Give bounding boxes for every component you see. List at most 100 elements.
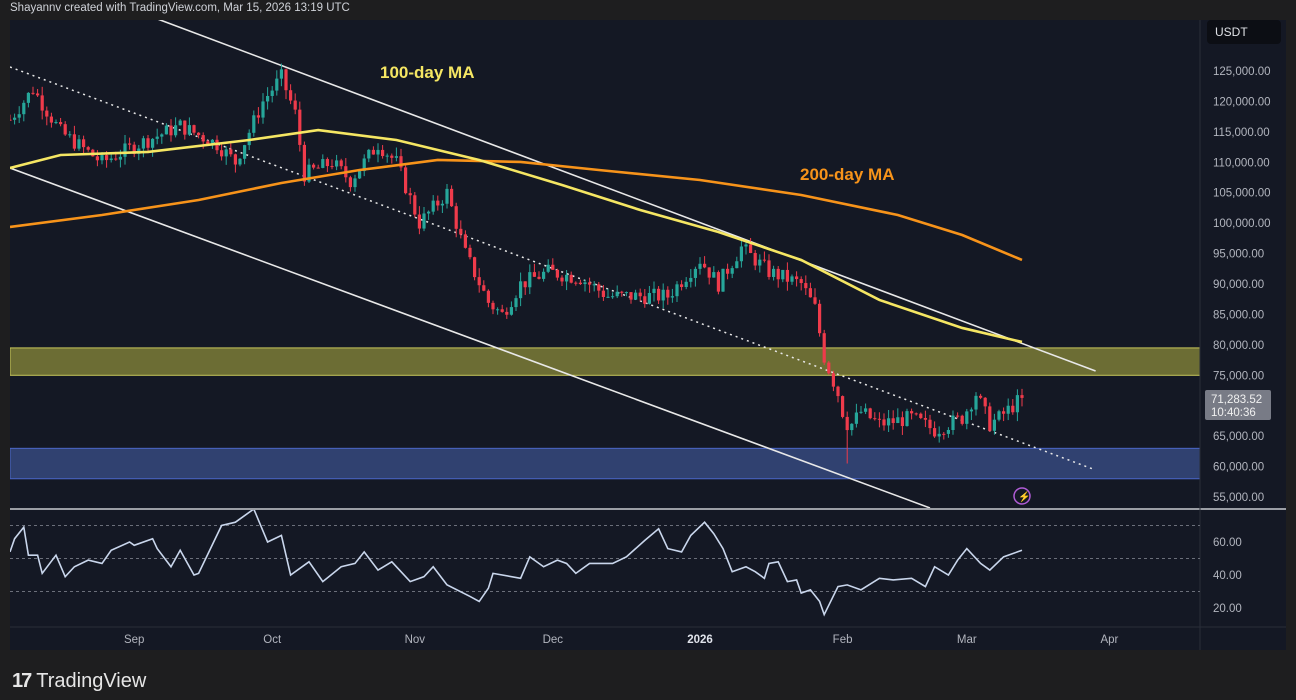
candle-body (353, 178, 357, 188)
candle-body (436, 200, 440, 206)
candle-body (450, 188, 454, 207)
candle-body (519, 281, 523, 299)
candle-body (652, 288, 656, 294)
candle-body (463, 234, 467, 248)
candle-body (712, 272, 716, 278)
currency-selector[interactable]: USDT (1207, 20, 1281, 44)
candle-body (86, 147, 90, 150)
candle-body (611, 296, 615, 298)
price-tick-label: 85,000.00 (1213, 309, 1264, 321)
candle-body (942, 433, 946, 435)
candle-body (638, 292, 642, 297)
candle-body (10, 119, 12, 121)
candle-body (979, 395, 983, 398)
candle-body (910, 411, 914, 414)
candle-body (36, 93, 40, 96)
candle-body (758, 259, 762, 266)
candle-body (178, 120, 182, 126)
candle-body (385, 155, 389, 157)
candle-body (721, 268, 725, 292)
candle-body (394, 156, 398, 158)
price-tick-label: 100,000.00 (1213, 218, 1271, 230)
candle-body (730, 268, 734, 274)
candle-body (105, 155, 109, 161)
candle-body (123, 143, 127, 157)
candle-body (358, 171, 362, 179)
time-tick-label: Nov (405, 634, 426, 646)
candle-body (109, 158, 113, 161)
candle-body (486, 290, 490, 303)
candle-body (928, 419, 932, 429)
time-tick-label: Sep (124, 634, 144, 646)
candle-body (841, 396, 845, 417)
candle-body (321, 159, 325, 168)
candle-body (399, 156, 403, 168)
price-tick-label: 65,000.00 (1213, 431, 1264, 443)
time-tick-label: Apr (1100, 634, 1118, 646)
candle-body (523, 281, 527, 288)
candle-body (933, 428, 937, 437)
candle-body (128, 143, 132, 145)
candle-body (565, 274, 569, 282)
candle-body (859, 411, 863, 413)
price-tick-label: 105,000.00 (1213, 188, 1271, 200)
candle-body (45, 110, 49, 117)
tradingview-logo[interactable]: 17 TradingView (12, 670, 146, 693)
candle-body (454, 206, 458, 229)
candle-body (192, 125, 196, 133)
chart-area[interactable] (10, 20, 1286, 650)
price-tick-label: 125,000.00 (1213, 66, 1271, 78)
candle-body (63, 124, 67, 135)
candle-body (726, 268, 730, 274)
candle-body (578, 282, 582, 285)
candle-body (997, 411, 1001, 420)
candle-body (174, 125, 178, 136)
candle-body (969, 409, 973, 412)
candle-body (261, 101, 265, 118)
price-tick-label: 115,000.00 (1213, 127, 1270, 139)
candle-body (983, 397, 987, 407)
price-pane[interactable] (8, 12, 1200, 508)
candle-body (703, 263, 707, 268)
candle-body (877, 418, 881, 420)
candle-body (68, 134, 72, 136)
candle-body (243, 145, 247, 159)
resistance-zone (10, 347, 1200, 376)
candle-body (827, 362, 831, 374)
candle-body (22, 102, 26, 115)
rsi-line (10, 510, 1023, 617)
candle-body (546, 264, 550, 272)
price-tick-label: 60,000.00 (1213, 462, 1264, 474)
candle-body (749, 244, 753, 253)
candle-body (100, 155, 104, 161)
candle-body (772, 268, 776, 277)
candle-body (762, 259, 766, 261)
candle-body (95, 156, 99, 161)
candle-body (1002, 411, 1006, 414)
candle-body (707, 267, 711, 278)
candle-body (597, 284, 601, 291)
candle-body (822, 333, 826, 363)
candle-body (776, 268, 780, 280)
rsi-tick-label: 60.00 (1213, 537, 1242, 549)
current-price-badge (1205, 390, 1271, 420)
candle-body (160, 134, 164, 137)
tradingview-logo-text: TradingView (36, 670, 147, 692)
time-tick-label: Mar (957, 634, 977, 646)
candle-body (54, 122, 58, 124)
candle-body (505, 311, 509, 315)
attribution: Shayannv created with TradingView.com, M… (10, 2, 350, 14)
candle-body (266, 96, 270, 102)
candle-body (381, 149, 385, 157)
candle-body (404, 167, 408, 194)
candle-body (753, 252, 757, 266)
candle-body (339, 160, 343, 167)
rsi-pane[interactable] (10, 509, 1200, 617)
candle-body (229, 149, 233, 155)
candle-body (509, 307, 513, 315)
candle-body (82, 139, 86, 148)
price-tick-label: 95,000.00 (1213, 249, 1264, 261)
candle-body (279, 69, 283, 79)
candle-body (661, 289, 665, 301)
